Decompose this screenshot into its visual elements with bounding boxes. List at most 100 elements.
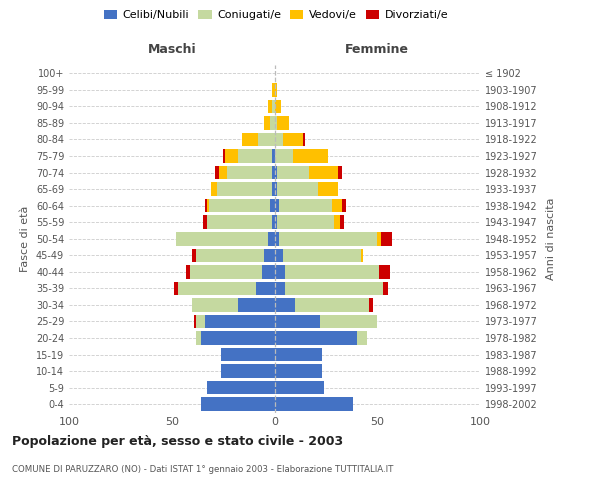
Bar <box>262 265 275 278</box>
Bar <box>275 332 356 345</box>
Bar <box>221 364 275 378</box>
Bar <box>200 398 275 411</box>
Bar <box>268 232 275 245</box>
Bar <box>186 265 190 278</box>
Bar <box>203 216 206 229</box>
Bar <box>272 100 275 113</box>
Bar <box>268 100 272 113</box>
Bar <box>225 149 238 163</box>
Bar <box>174 282 178 295</box>
Bar <box>221 348 275 362</box>
Bar <box>285 265 379 278</box>
Bar <box>383 282 388 295</box>
Bar <box>258 132 275 146</box>
Bar <box>215 166 219 179</box>
Bar <box>317 182 338 196</box>
Bar <box>238 298 275 312</box>
Bar <box>272 182 275 196</box>
Bar <box>283 248 361 262</box>
Y-axis label: Anni di nascita: Anni di nascita <box>546 198 556 280</box>
Bar <box>275 248 283 262</box>
Bar <box>209 199 271 212</box>
Bar <box>275 232 278 245</box>
Bar <box>275 199 278 212</box>
Bar <box>293 149 328 163</box>
Bar <box>264 116 271 130</box>
Bar <box>194 314 196 328</box>
Bar <box>192 248 196 262</box>
Bar <box>217 182 272 196</box>
Bar <box>275 116 277 130</box>
Bar <box>275 282 285 295</box>
Bar <box>238 149 272 163</box>
Bar <box>379 265 389 278</box>
Bar <box>275 132 283 146</box>
Bar <box>278 232 377 245</box>
Bar <box>271 199 275 212</box>
Bar <box>272 216 275 229</box>
Bar <box>196 248 264 262</box>
Bar <box>275 398 353 411</box>
Bar <box>332 199 343 212</box>
Bar <box>205 314 275 328</box>
Bar <box>275 100 281 113</box>
Bar <box>272 83 275 96</box>
Bar <box>275 314 320 328</box>
Bar <box>343 199 346 212</box>
Text: COMUNE DI PARUZZARO (NO) - Dati ISTAT 1° gennaio 2003 - Elaborazione TUTTITALIA.: COMUNE DI PARUZZARO (NO) - Dati ISTAT 1°… <box>12 465 394 474</box>
Bar <box>211 182 217 196</box>
Bar <box>242 132 258 146</box>
Bar <box>196 314 205 328</box>
Bar <box>190 265 262 278</box>
Bar <box>369 298 373 312</box>
Bar <box>310 166 338 179</box>
Bar <box>334 216 340 229</box>
Bar <box>283 132 303 146</box>
Bar <box>382 232 392 245</box>
Bar <box>223 149 225 163</box>
Bar <box>205 199 206 212</box>
Bar <box>275 166 277 179</box>
Bar <box>295 298 369 312</box>
Bar <box>275 348 322 362</box>
Bar <box>277 116 289 130</box>
Bar <box>278 199 332 212</box>
Bar <box>219 166 227 179</box>
Bar <box>275 149 293 163</box>
Bar <box>275 83 277 96</box>
Bar <box>275 298 295 312</box>
Y-axis label: Fasce di età: Fasce di età <box>20 206 30 272</box>
Text: Maschi: Maschi <box>148 43 196 56</box>
Bar <box>272 149 275 163</box>
Bar <box>356 332 367 345</box>
Bar <box>206 199 209 212</box>
Text: Femmine: Femmine <box>345 43 409 56</box>
Bar <box>196 332 200 345</box>
Bar <box>264 248 275 262</box>
Bar <box>178 282 256 295</box>
Bar <box>275 182 277 196</box>
Bar <box>377 232 382 245</box>
Bar <box>340 216 344 229</box>
Bar <box>206 216 272 229</box>
Bar <box>275 216 277 229</box>
Bar <box>192 298 238 312</box>
Bar <box>275 364 322 378</box>
Bar <box>338 166 343 179</box>
Bar <box>277 182 317 196</box>
Legend: Celibi/Nubili, Coniugati/e, Vedovi/e, Divorziati/e: Celibi/Nubili, Coniugati/e, Vedovi/e, Di… <box>100 6 452 25</box>
Bar <box>275 381 324 394</box>
Bar <box>272 166 275 179</box>
Bar <box>176 232 268 245</box>
Bar <box>285 282 383 295</box>
Bar <box>320 314 377 328</box>
Bar <box>200 332 275 345</box>
Bar <box>227 166 272 179</box>
Bar <box>303 132 305 146</box>
Bar <box>277 166 310 179</box>
Bar <box>206 381 275 394</box>
Text: Popolazione per età, sesso e stato civile - 2003: Popolazione per età, sesso e stato civil… <box>12 435 343 448</box>
Bar <box>277 216 334 229</box>
Bar <box>275 265 285 278</box>
Bar <box>271 116 275 130</box>
